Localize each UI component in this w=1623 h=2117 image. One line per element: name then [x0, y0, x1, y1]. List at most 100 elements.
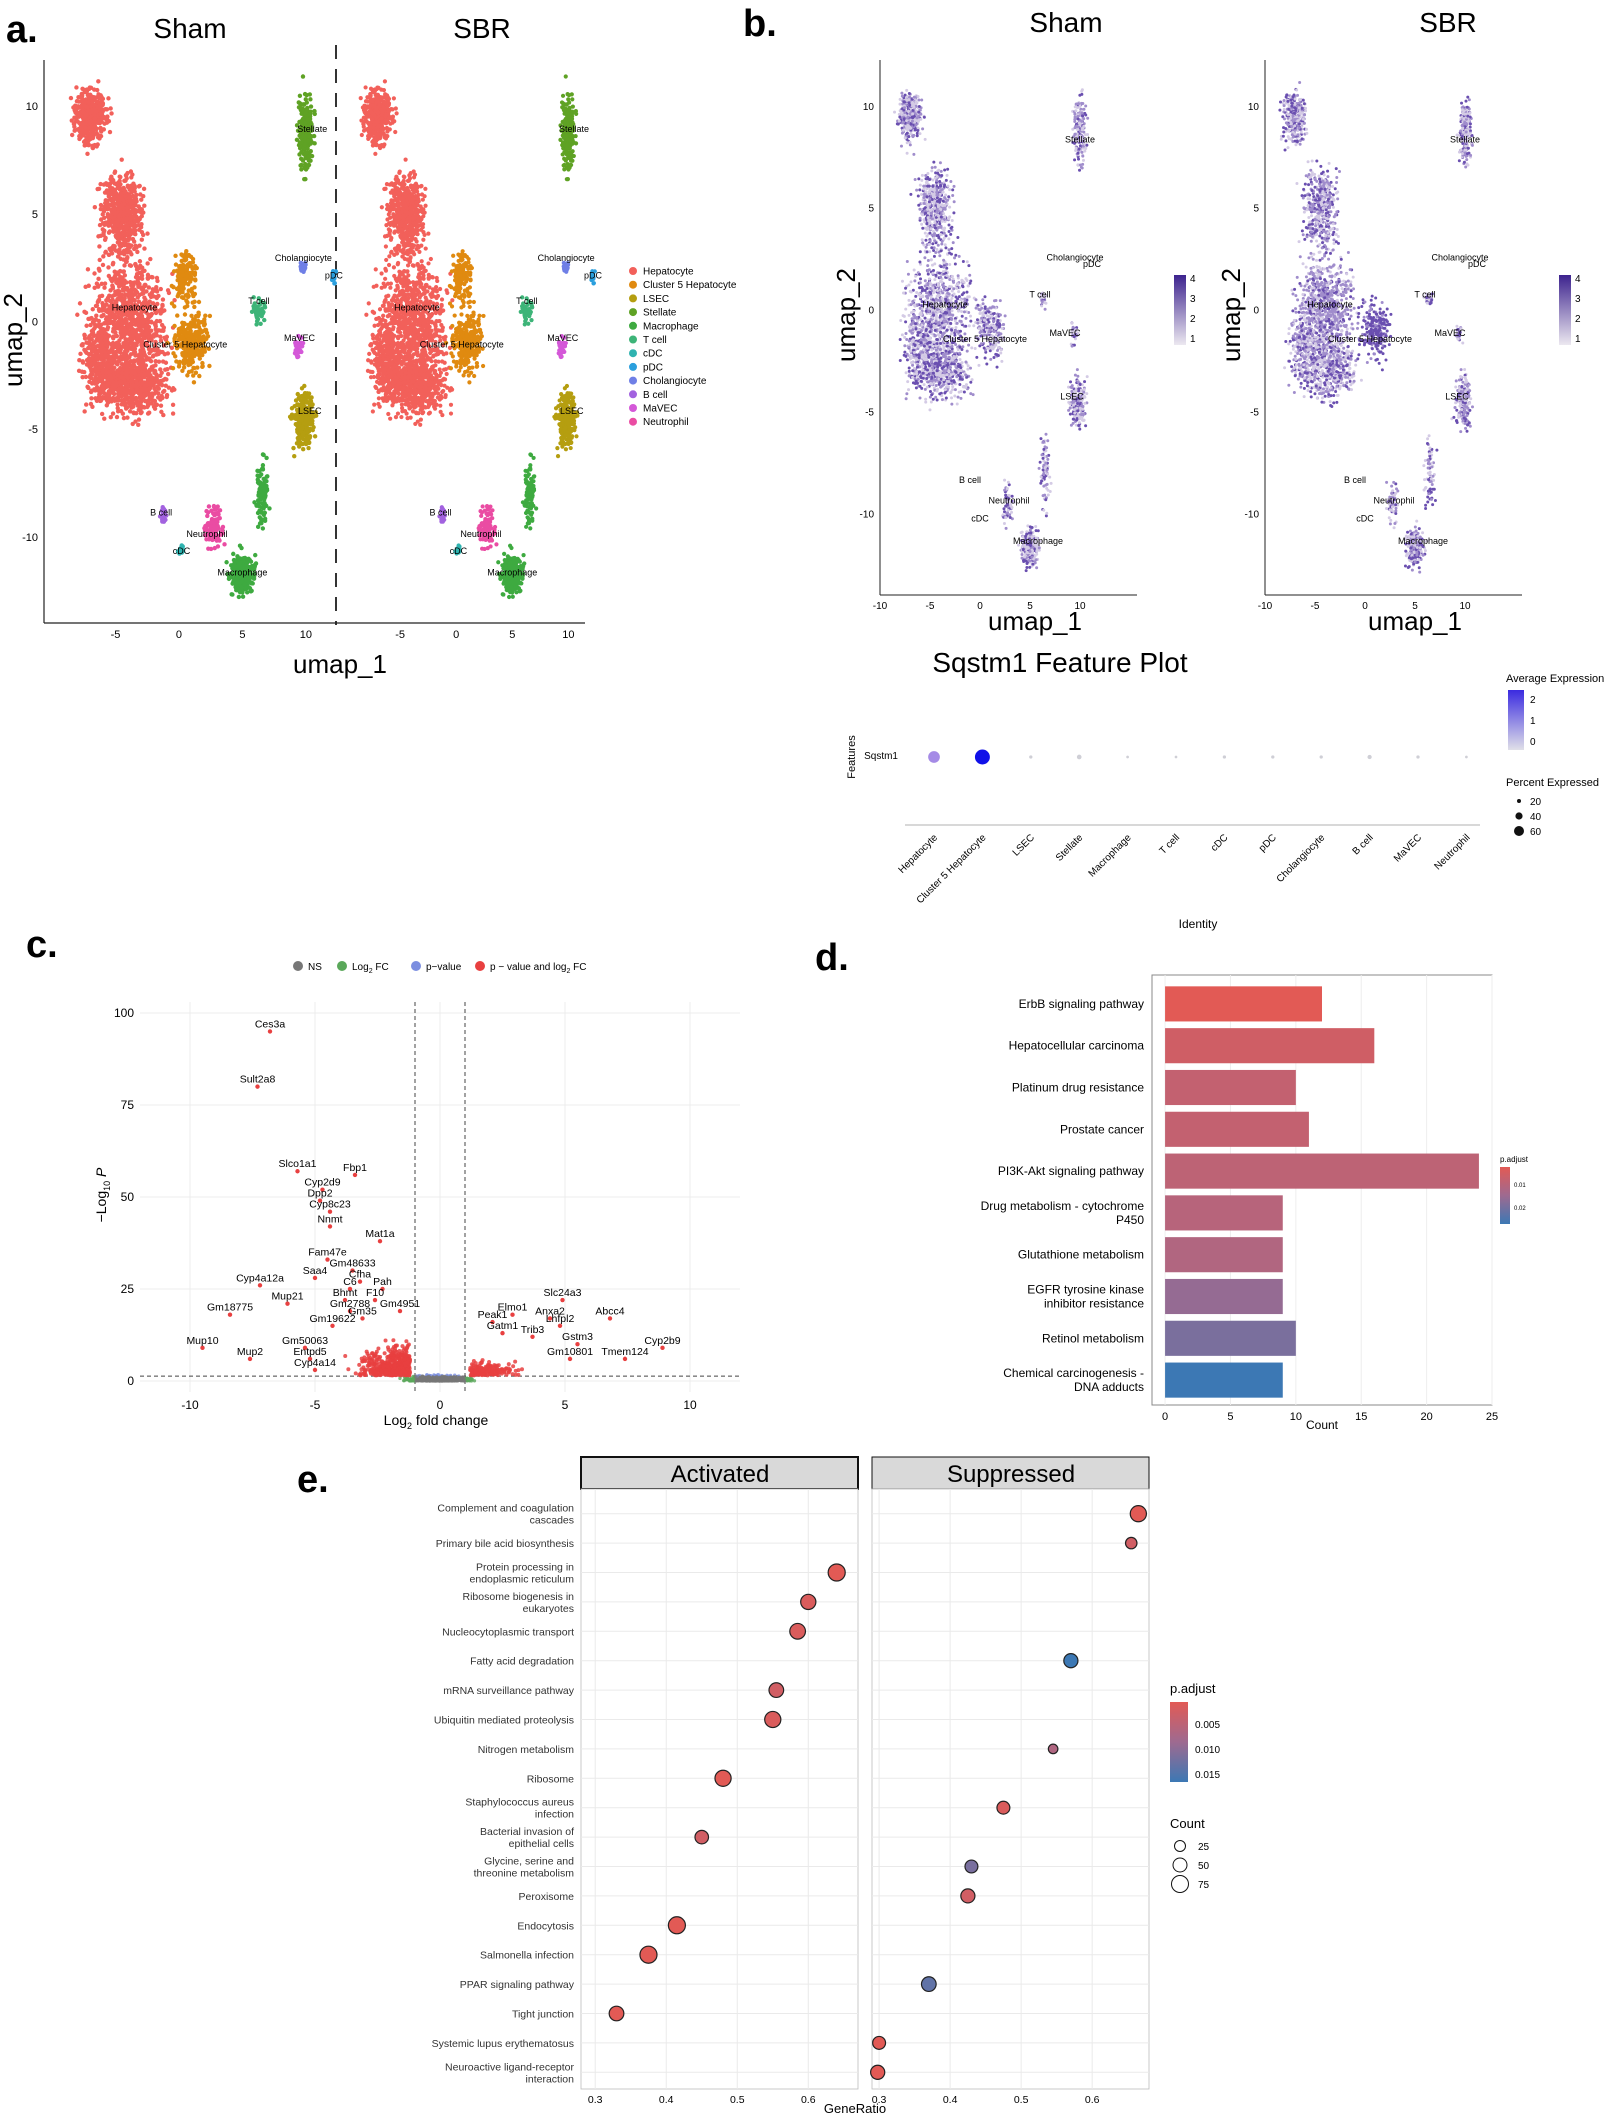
umap-cell-point: [303, 150, 309, 156]
umap-cell-point: [111, 384, 116, 390]
umap-cell-point: [415, 243, 420, 248]
umap-cell-point: [183, 257, 189, 262]
umap-cell-point: [97, 396, 103, 402]
umap-cell-point: [110, 297, 115, 302]
umap-cell-point: [102, 321, 108, 326]
umap-cell-point: [169, 283, 174, 289]
umap-cell-point: [90, 356, 95, 361]
panel-label-c: c.: [26, 924, 58, 966]
umap-cell-point: [98, 325, 103, 330]
umap-cell-point: [197, 373, 202, 379]
umap-cell-point: [189, 334, 194, 339]
umap-cell-point: [418, 223, 423, 228]
panel-a-xtick-left: 0: [176, 629, 182, 641]
umap-cell-point: [118, 174, 123, 180]
umap-cell-point: [400, 250, 405, 255]
umap-cell-point: [191, 365, 196, 371]
umap-cell-point: [151, 383, 156, 388]
umap-cell-point: [121, 248, 127, 253]
umap-cell-point: [297, 140, 303, 145]
umap-cell-point: [103, 235, 108, 241]
umap-cell-point: [103, 198, 108, 203]
umap-cell-point: [146, 319, 152, 325]
umap-cell-point: [118, 292, 123, 297]
umap-cell-point: [420, 197, 425, 202]
umap-cell-point: [165, 371, 171, 377]
umap-cell-point: [255, 310, 261, 315]
umap-cell-point: [108, 106, 113, 111]
umap-cell-point: [92, 106, 97, 112]
umap-cell-point: [222, 542, 227, 547]
umap-cell-point: [136, 222, 141, 228]
umap-cell-point: [148, 348, 154, 354]
panel-label-b: b.: [743, 3, 777, 45]
umap-cell-point: [250, 581, 255, 586]
umap-cell-point: [172, 323, 177, 329]
umap-cell-point: [369, 133, 374, 138]
umap-cell-point: [363, 106, 368, 111]
umap-cell-point: [305, 163, 310, 168]
umap-cell-point: [135, 249, 140, 255]
umap-cell-point: [84, 402, 89, 407]
umap-cell-point: [170, 411, 176, 416]
umap-cell-point: [224, 560, 229, 565]
umap-cell-point: [104, 115, 110, 121]
umap-cell-point: [127, 216, 133, 221]
umap-cell-point: [300, 74, 306, 79]
umap-cell-point: [302, 393, 307, 398]
umap-cell-point: [94, 380, 100, 386]
umap-cell-point: [200, 364, 205, 370]
umap-cell-point: [292, 453, 297, 459]
umap-cell-point: [298, 105, 303, 111]
umap-cell-point: [154, 352, 159, 357]
umap-cell-point: [369, 110, 374, 115]
umap-cell-point: [184, 333, 189, 338]
umap-cell-point: [116, 250, 121, 255]
umap-cell-point: [121, 186, 126, 192]
umap-cell-point: [300, 425, 305, 430]
umap-cell-point: [191, 380, 197, 385]
umap-cell-point: [403, 157, 408, 162]
umap-cell-point: [375, 119, 380, 124]
umap-cell-point: [131, 239, 137, 244]
umap-cell-point: [102, 416, 107, 421]
umap-cell-point: [123, 382, 128, 388]
umap-cell-point: [76, 95, 81, 100]
umap-cell-point: [102, 285, 107, 290]
umap-cell-point: [385, 99, 390, 104]
umap-cell-point: [397, 170, 402, 175]
umap-cell-point: [204, 508, 209, 514]
umap-cell-point: [185, 373, 190, 378]
umap-cell-point: [113, 277, 118, 283]
umap-cell-point: [393, 129, 398, 135]
panel-a-xtick-left: -5: [111, 629, 121, 641]
umap-cell-point: [236, 594, 242, 600]
umap-cell-point: [98, 329, 103, 334]
umap-cell-point: [130, 209, 135, 215]
umap-cell-point: [196, 299, 202, 305]
umap-cell-point: [106, 273, 112, 279]
umap-cell-point: [92, 116, 97, 121]
umap-cell-point: [77, 301, 83, 306]
umap-cell-point: [130, 204, 136, 210]
umap-cell-point: [124, 223, 130, 228]
umap-cell-point: [78, 351, 83, 357]
umap-cell-point: [98, 125, 103, 131]
umap-cell-point: [289, 406, 295, 411]
umap-cell-point: [119, 379, 124, 385]
umap-cell-point: [116, 394, 121, 399]
umap-cell-point: [106, 191, 111, 197]
umap-cell-point: [145, 376, 150, 382]
umap-cell-point: [97, 244, 102, 249]
umap-cell-point: [297, 152, 302, 157]
umap-cell-point: [139, 410, 144, 415]
umap-cell-point: [84, 350, 89, 356]
umap-cell-point: [89, 381, 95, 386]
umap-cell-point: [102, 361, 107, 366]
umap-cell-point: [231, 551, 236, 557]
umap-cell-point: [109, 111, 114, 116]
umap-cell-point: [122, 243, 127, 248]
umap-cell-point: [88, 401, 94, 407]
umap-cell-point: [141, 186, 147, 192]
umap-cell-point: [107, 129, 113, 135]
